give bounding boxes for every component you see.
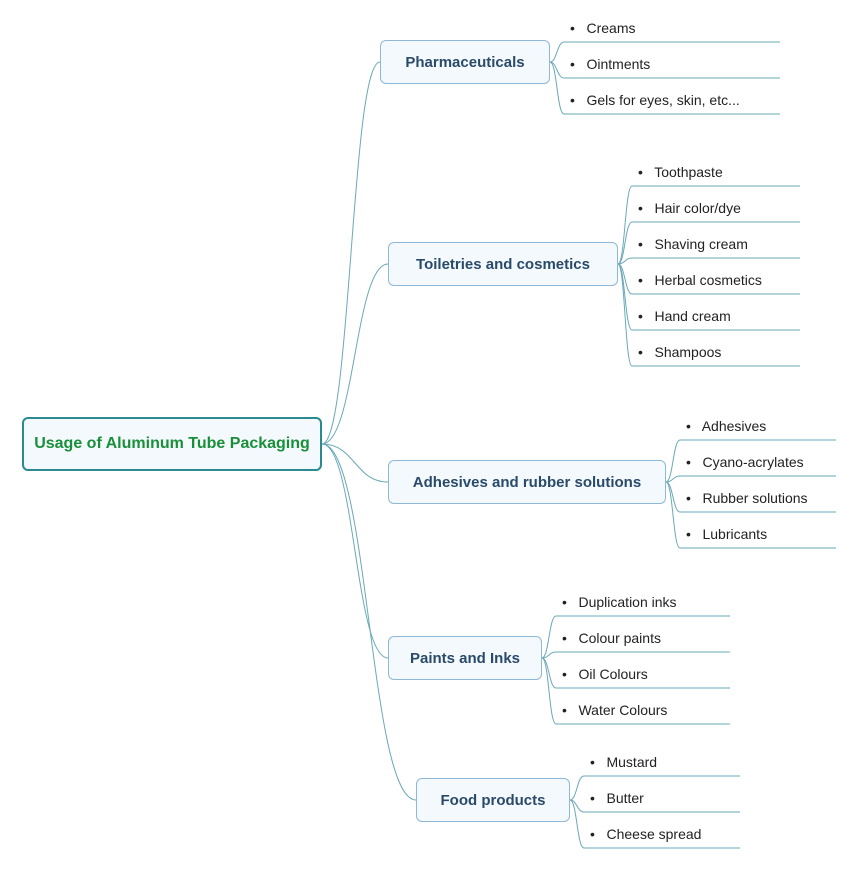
- branch-node-label: Pharmaceuticals: [405, 54, 524, 71]
- connector: [550, 62, 564, 114]
- leaf-item: • Cheese spread: [590, 826, 701, 842]
- connector: [322, 444, 388, 658]
- root-node-label: Usage of Aluminum Tube Packaging: [34, 435, 310, 453]
- leaf-label: Adhesives: [699, 418, 767, 434]
- leaf-label: Gels for eyes, skin, etc...: [583, 92, 740, 108]
- branch-node-pharma: Pharmaceuticals: [380, 40, 550, 84]
- branch-node-paints: Paints and Inks: [388, 636, 542, 680]
- bullet-icon: •: [562, 630, 575, 646]
- connector: [570, 800, 584, 848]
- leaf-item: • Duplication inks: [562, 594, 677, 610]
- leaf-label: Toothpaste: [651, 164, 723, 180]
- leaf-label: Lubricants: [699, 526, 767, 542]
- leaf-item: • Butter: [590, 790, 644, 806]
- leaf-item: • Lubricants: [686, 526, 767, 542]
- leaf-label: Ointments: [583, 56, 651, 72]
- bullet-icon: •: [590, 754, 603, 770]
- bullet-icon: •: [570, 92, 583, 108]
- leaf-label: Rubber solutions: [699, 490, 808, 506]
- leaf-label: Herbal cosmetics: [651, 272, 762, 288]
- bullet-icon: •: [638, 344, 651, 360]
- bullet-icon: •: [638, 236, 651, 252]
- connector: [666, 440, 680, 482]
- leaf-label: Creams: [583, 20, 636, 36]
- leaf-item: • Adhesives: [686, 418, 766, 434]
- branch-node-toiletries: Toiletries and cosmetics: [388, 242, 618, 286]
- bullet-icon: •: [638, 164, 651, 180]
- leaf-label: Cheese spread: [603, 826, 702, 842]
- connector: [570, 776, 584, 800]
- leaf-label: Oil Colours: [575, 666, 648, 682]
- leaf-item: • Toothpaste: [638, 164, 723, 180]
- leaf-label: Colour paints: [575, 630, 661, 646]
- bullet-icon: •: [638, 200, 651, 216]
- leaf-item: • Cyano-acrylates: [686, 454, 804, 470]
- bullet-icon: •: [570, 20, 583, 36]
- bullet-icon: •: [638, 308, 651, 324]
- bullet-icon: •: [686, 418, 699, 434]
- branch-node-label: Food products: [441, 792, 546, 809]
- connector: [618, 258, 632, 264]
- branch-node-adhesives: Adhesives and rubber solutions: [388, 460, 666, 504]
- leaf-label: Mustard: [603, 754, 657, 770]
- leaf-label: Hand cream: [651, 308, 731, 324]
- connector: [542, 652, 556, 658]
- connector: [666, 482, 680, 512]
- branch-node-food: Food products: [416, 778, 570, 822]
- leaf-item: • Colour paints: [562, 630, 661, 646]
- connector: [322, 264, 388, 444]
- leaf-label: Hair color/dye: [651, 200, 741, 216]
- connector: [618, 264, 632, 366]
- bullet-icon: •: [590, 790, 603, 806]
- connector: [322, 444, 388, 482]
- leaf-item: • Mustard: [590, 754, 657, 770]
- connector: [322, 62, 380, 444]
- connector: [666, 482, 680, 548]
- bullet-icon: •: [686, 490, 699, 506]
- leaf-label: Water Colours: [575, 702, 668, 718]
- leaf-item: • Ointments: [570, 56, 650, 72]
- connector: [542, 658, 556, 724]
- leaf-label: Butter: [603, 790, 644, 806]
- bullet-icon: •: [590, 826, 603, 842]
- leaf-item: • Hand cream: [638, 308, 731, 324]
- bullet-icon: •: [562, 594, 575, 610]
- bullet-icon: •: [638, 272, 651, 288]
- leaf-item: • Oil Colours: [562, 666, 648, 682]
- branch-node-label: Paints and Inks: [410, 650, 520, 667]
- leaf-item: • Herbal cosmetics: [638, 272, 762, 288]
- connector: [618, 186, 632, 264]
- leaf-label: Shampoos: [651, 344, 722, 360]
- connector: [570, 800, 584, 812]
- leaf-item: • Shaving cream: [638, 236, 748, 252]
- bullet-icon: •: [562, 702, 575, 718]
- leaf-item: • Rubber solutions: [686, 490, 808, 506]
- bullet-icon: •: [686, 526, 699, 542]
- leaf-item: • Shampoos: [638, 344, 721, 360]
- leaf-item: • Water Colours: [562, 702, 667, 718]
- connector: [618, 264, 632, 294]
- connector: [550, 62, 564, 78]
- leaf-label: Duplication inks: [575, 594, 677, 610]
- connector: [666, 476, 680, 482]
- leaf-label: Cyano-acrylates: [699, 454, 804, 470]
- leaf-label: Shaving cream: [651, 236, 748, 252]
- connector: [618, 264, 632, 330]
- bullet-icon: •: [562, 666, 575, 682]
- connector: [542, 616, 556, 658]
- bullet-icon: •: [570, 56, 583, 72]
- connector: [542, 658, 556, 688]
- branch-node-label: Toiletries and cosmetics: [416, 256, 590, 273]
- leaf-item: • Creams: [570, 20, 636, 36]
- root-node: Usage of Aluminum Tube Packaging: [22, 417, 322, 471]
- leaf-item: • Hair color/dye: [638, 200, 741, 216]
- connector: [550, 42, 564, 62]
- leaf-item: • Gels for eyes, skin, etc...: [570, 92, 740, 108]
- bullet-icon: •: [686, 454, 699, 470]
- connector: [618, 222, 632, 264]
- branch-node-label: Adhesives and rubber solutions: [413, 474, 641, 491]
